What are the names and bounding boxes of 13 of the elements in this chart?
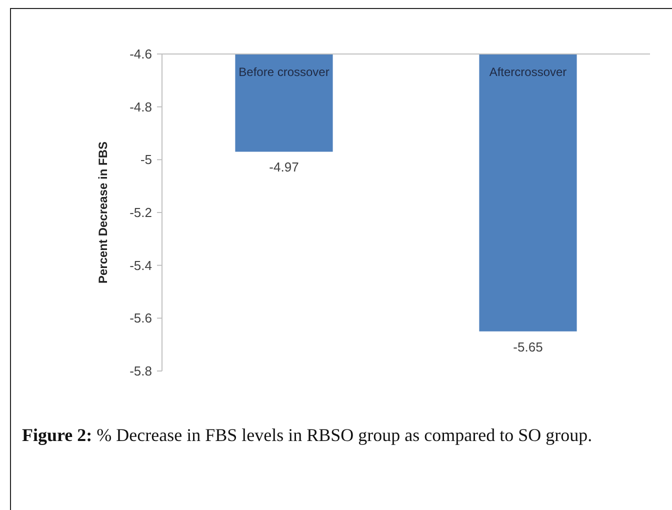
y-axis-title: Percent Decrease in FBS <box>96 141 110 284</box>
caption: Figure 2: % Decrease in FBS levels in RBSO group as compared to SO group. <box>22 424 594 447</box>
y-tick-label: -5 <box>140 152 152 168</box>
y-tick-label: -4.6 <box>130 46 152 62</box>
y-tick-label: -4.8 <box>130 99 152 114</box>
y-tick-label: -5.8 <box>130 364 152 379</box>
y-tick-label: -5.6 <box>130 310 152 326</box>
x-tick-label: Before crossover <box>238 65 330 79</box>
y-tick-label: -5.4 <box>130 258 152 273</box>
data-label: -4.97 <box>269 160 299 175</box>
data-label: -5.65 <box>513 339 543 354</box>
x-tick-label: Aftercrossover <box>489 65 567 79</box>
y-tick-label: -5.2 <box>130 205 152 220</box>
